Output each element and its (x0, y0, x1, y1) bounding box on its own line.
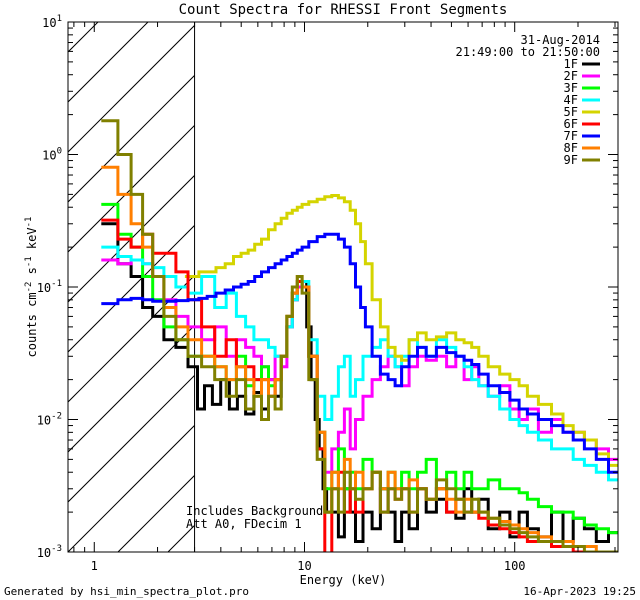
series-7f (101, 232, 618, 474)
series-4f (101, 245, 618, 482)
y-axis-label-part: s (25, 267, 39, 281)
legend-label: 6F (564, 117, 578, 131)
y-axis-label-part: keV (25, 227, 39, 256)
hatch-line (68, 74, 195, 203)
legend-label: 1F (564, 57, 578, 71)
y-tick-label: 10-3 (37, 544, 62, 560)
footer-generated-by: Generated by hsi_min_spectra_plot.pro (4, 585, 249, 598)
y-tick-label: 10-1 (37, 279, 62, 295)
hatch-line (68, 24, 195, 153)
y-tick-exponent: -1 (51, 279, 62, 289)
series-5f (184, 194, 618, 467)
y-tick-label: 100 (42, 147, 62, 163)
x-axis: 1 10 100 (73, 22, 616, 573)
hatch-line (68, 424, 195, 552)
hatch-line (68, 224, 195, 353)
legend-label: 7F (564, 129, 578, 143)
series-group (101, 119, 618, 552)
y-tick-label: 10-2 (37, 412, 62, 428)
legend-label: 3F (564, 81, 578, 95)
legend-label: 9F (564, 153, 578, 167)
x-tick-label: 100 (504, 559, 526, 573)
legend-label: 5F (564, 105, 578, 119)
x-tick-label: 10 (297, 559, 311, 573)
legend-label: 4F (564, 93, 578, 107)
note-background: Includes Background (186, 504, 323, 518)
time-range-label: 21:49:00 to 21:50:00 (456, 45, 601, 59)
footer-timestamp: 16-Apr-2023 19:25 (523, 585, 636, 598)
y-axis-label-exponent: -2 (24, 282, 34, 293)
y-tick-exponent: 0 (57, 147, 62, 157)
attenuator-hatch-region (68, 22, 195, 552)
legend-label: 2F (564, 69, 578, 83)
y-tick-exponent: -2 (51, 412, 62, 422)
series-6f (101, 218, 618, 552)
series-9f (101, 119, 618, 552)
x-tick-label: 1 (91, 559, 98, 573)
legend-label: 8F (564, 141, 578, 155)
hatch-line (68, 374, 195, 503)
y-axis-label-exponent: -1 (24, 256, 34, 267)
chart-title: Count Spectra for RHESSI Front Segments (179, 2, 508, 18)
series-1f (101, 222, 618, 543)
date-label: 31-Aug-2014 (521, 33, 600, 47)
note-attenuator: Att A0, FDecim 1 (186, 517, 302, 531)
y-tick-exponent: -3 (51, 544, 62, 554)
y-axis-label-exponent: -1 (24, 217, 34, 228)
x-axis-label: Energy (keV) (300, 573, 387, 587)
y-axis-label: counts cm-2 s-1 keV-1 (24, 217, 39, 358)
y-tick-label: 101 (42, 14, 62, 30)
hatch-line (68, 174, 195, 303)
y-tick-exponent: 1 (57, 14, 62, 24)
y-axis-label-part: counts cm (25, 292, 39, 357)
